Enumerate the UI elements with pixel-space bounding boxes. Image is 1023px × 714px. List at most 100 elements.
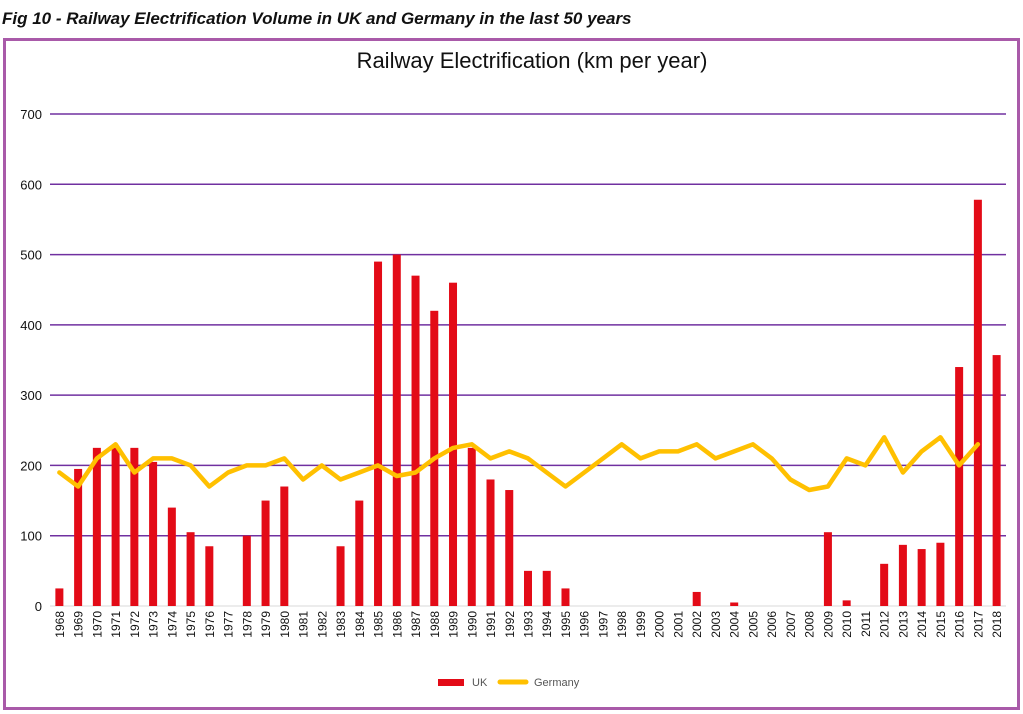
x-tick-label: 2007 bbox=[784, 611, 798, 638]
x-tick-label: 1973 bbox=[147, 611, 161, 638]
bar-uk-1983 bbox=[336, 546, 345, 606]
x-tick-label: 2010 bbox=[840, 611, 854, 638]
bar-uk-2013 bbox=[898, 544, 907, 606]
x-tick-label: 1972 bbox=[128, 611, 142, 638]
x-tick-label: 1985 bbox=[372, 611, 386, 638]
bar-uk-2004 bbox=[730, 602, 739, 606]
x-tick-label: 1976 bbox=[203, 611, 217, 638]
x-tick-label: 2006 bbox=[765, 611, 779, 638]
x-tick-label: 1979 bbox=[259, 611, 273, 638]
y-tick-label: 0 bbox=[35, 599, 42, 614]
legend: UK Germany bbox=[438, 677, 580, 689]
bar-uk-1976 bbox=[205, 546, 214, 606]
bar-uk-1973 bbox=[149, 461, 158, 606]
x-tick-label: 2016 bbox=[953, 611, 967, 638]
bar-uk-1970 bbox=[92, 447, 101, 606]
x-tick-label: 1974 bbox=[165, 611, 179, 638]
x-tick-label: 1969 bbox=[72, 611, 86, 638]
x-tick-label: 1982 bbox=[315, 611, 329, 638]
x-tick-label: 2004 bbox=[728, 611, 742, 638]
x-tick-label: 1998 bbox=[615, 611, 629, 638]
bar-uk-1980 bbox=[280, 486, 289, 606]
x-tick-label: 2018 bbox=[990, 611, 1004, 638]
x-tick-label: 2009 bbox=[821, 611, 835, 638]
y-tick-label: 300 bbox=[20, 388, 42, 403]
bar-uk-2015 bbox=[936, 542, 945, 606]
bar-uk-1986 bbox=[392, 254, 401, 607]
bar-uk-2012 bbox=[880, 563, 889, 606]
x-tick-label: 1991 bbox=[484, 611, 498, 638]
x-tick-label: 1978 bbox=[240, 611, 254, 638]
x-tick-label: 1971 bbox=[109, 611, 123, 638]
x-tick-label: 2011 bbox=[859, 611, 873, 637]
bar-uk-2002 bbox=[692, 591, 701, 606]
x-tick-label: 1996 bbox=[578, 611, 592, 638]
x-tick-label: 1977 bbox=[222, 611, 236, 638]
bar-uk-1974 bbox=[167, 507, 176, 606]
bar-uk-2014 bbox=[917, 549, 926, 606]
y-tick-label: 200 bbox=[20, 458, 42, 473]
bar-uk-2016 bbox=[955, 367, 964, 606]
x-tick-label: 2005 bbox=[746, 611, 760, 638]
x-tick-label: 2000 bbox=[653, 611, 667, 638]
x-tick-label: 1993 bbox=[522, 611, 536, 638]
x-tick-label: 1995 bbox=[559, 611, 573, 638]
bar-uk-1992 bbox=[505, 490, 514, 606]
x-tick-label: 1994 bbox=[540, 611, 554, 638]
bar-uk-1968 bbox=[55, 588, 64, 606]
bar-uk-1995 bbox=[561, 588, 570, 606]
x-tick-label: 1980 bbox=[278, 611, 292, 638]
x-tick-label: 2002 bbox=[690, 611, 704, 638]
x-tick-label: 2012 bbox=[878, 611, 892, 638]
chart-frame bbox=[3, 38, 1020, 710]
x-tick-label: 1981 bbox=[297, 611, 311, 638]
legend-label-germany: Germany bbox=[534, 677, 580, 689]
y-tick-label: 600 bbox=[20, 177, 42, 192]
x-tick-label: 1984 bbox=[353, 611, 367, 638]
x-tick-label: 2001 bbox=[671, 611, 685, 638]
x-tick-label: 2013 bbox=[896, 611, 910, 638]
bar-uk-1991 bbox=[486, 479, 495, 606]
x-tick-label: 1983 bbox=[334, 611, 348, 638]
bar-uk-1975 bbox=[186, 532, 195, 606]
x-tick-label: 1987 bbox=[409, 611, 423, 638]
x-tick-label: 1986 bbox=[390, 611, 404, 638]
figure-caption: Fig 10 - Railway Electrification Volume … bbox=[2, 9, 632, 28]
x-tick-label: 2015 bbox=[934, 611, 948, 638]
bar-uk-1979 bbox=[261, 500, 270, 606]
x-tick-label: 2003 bbox=[709, 611, 723, 638]
y-tick-label: 500 bbox=[20, 248, 42, 263]
x-tick-label: 1989 bbox=[447, 611, 461, 638]
bar-uk-2017 bbox=[973, 199, 982, 606]
y-tick-label: 700 bbox=[20, 107, 42, 122]
bar-uk-1972 bbox=[130, 447, 139, 606]
x-tick-label: 1968 bbox=[53, 611, 67, 638]
bar-uk-1969 bbox=[74, 468, 83, 606]
x-tick-label: 2014 bbox=[915, 611, 929, 638]
bar-uk-1985 bbox=[374, 261, 383, 606]
legend-swatch-uk bbox=[438, 679, 464, 686]
bar-uk-1978 bbox=[242, 535, 251, 606]
x-tick-label: 1997 bbox=[596, 611, 610, 638]
x-tick-label: 1999 bbox=[634, 611, 648, 638]
legend-label-uk: UK bbox=[472, 677, 488, 689]
bar-uk-2018 bbox=[992, 355, 1001, 606]
bar-uk-1987 bbox=[411, 275, 420, 606]
bar-uk-1993 bbox=[524, 570, 532, 606]
bar-uk-1994 bbox=[542, 570, 551, 606]
y-tick-label: 400 bbox=[20, 318, 42, 333]
y-tick-label: 100 bbox=[20, 529, 42, 544]
x-tick-label: 2008 bbox=[803, 611, 817, 638]
bar-uk-1989 bbox=[449, 282, 458, 606]
bar-uk-2009 bbox=[823, 532, 832, 606]
bar-uk-1990 bbox=[467, 447, 476, 606]
x-tick-label: 1988 bbox=[428, 611, 442, 638]
bar-uk-1984 bbox=[355, 500, 364, 606]
chart-title: Railway Electrification (km per year) bbox=[357, 48, 708, 73]
x-tick-label: 1992 bbox=[503, 611, 517, 638]
bar-uk-1971 bbox=[111, 447, 120, 606]
line-germany bbox=[57, 435, 981, 493]
bar-uk-2010 bbox=[842, 600, 851, 606]
x-tick-label: 1990 bbox=[465, 611, 479, 638]
